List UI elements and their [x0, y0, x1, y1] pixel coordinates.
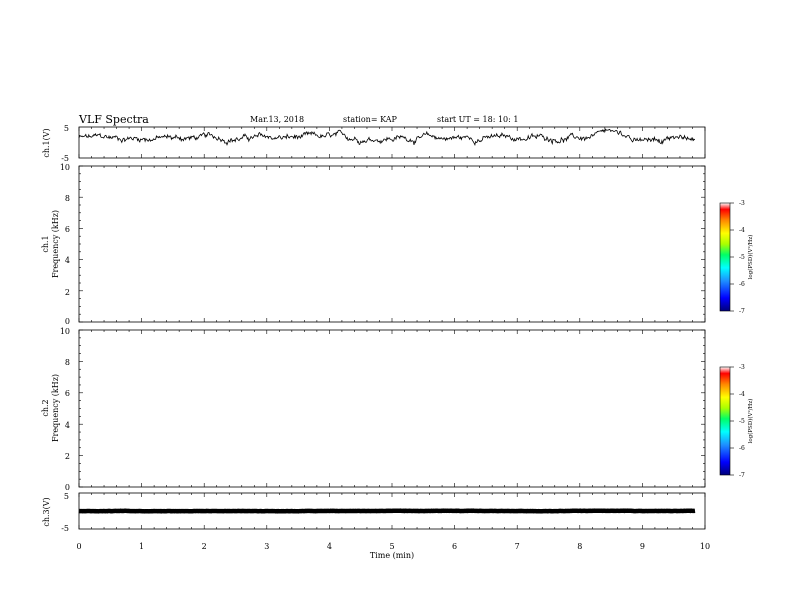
ch1-spectrogram-frame	[78, 165, 706, 323]
colorbar-ch1: -3 -4 -5 -6 -7 log(PSD)(V²/Hz)	[719, 200, 754, 315]
ch1-voltage-ticks	[78, 127, 706, 158]
ch2-spectrogram-ticks	[78, 329, 706, 488]
figure-title: VLF Spectra	[78, 113, 149, 126]
ch1-spectrogram-panel: 0 2 4 6 8 10 ch.1 Frequency (kHz)	[0, 163, 706, 326]
xtick-6: 6	[452, 542, 457, 551]
ch1-frequency-axis-label: Frequency (kHz)	[51, 210, 60, 278]
xtick-0: 0	[76, 542, 81, 551]
cb2-tick-minus5: -5	[739, 418, 745, 425]
ch1-ytick-8: 8	[65, 194, 70, 203]
ch1-voltage-ytick-top: 5	[64, 124, 69, 133]
ch1-voltage-ytick-bottom: -5	[61, 154, 69, 163]
cb1-tick-minus5: -5	[739, 254, 745, 261]
xtick-1: 1	[139, 542, 144, 551]
xtick-7: 7	[515, 542, 520, 551]
ch1-voltage-ylabel: ch.1(V)	[42, 128, 51, 157]
ch1-spectrogram-ticks	[78, 165, 706, 323]
colorbar-ch2-scale	[719, 366, 731, 476]
ch3-voltage-panel: 5 -5 ch.3(V)	[42, 492, 706, 533]
ch1-ytick-0: 0	[65, 317, 70, 326]
ch2-ytick-8: 8	[65, 358, 70, 367]
ch2-ytick-0: 0	[65, 483, 70, 492]
ch2-freq-ticklabels: 0 2 4 6 8 10	[60, 327, 70, 492]
xtick-3: 3	[264, 542, 269, 551]
colorbar-ch1-label: log(PSD)(V²/Hz)	[747, 235, 754, 280]
ch2-spectrogram-frame	[78, 329, 706, 488]
ch2-spectrogram-panel: 0 2 4 6 8 10 ch.2 Frequency (kHz)	[0, 327, 706, 492]
xtick-5: 5	[389, 542, 394, 551]
colorbar-ch1-scale	[719, 202, 731, 312]
xtick-9: 9	[640, 542, 645, 551]
ch2-ytick-2: 2	[65, 452, 70, 461]
ch1-spectrogram-ylabel: ch.1	[41, 235, 50, 252]
xtick-4: 4	[327, 542, 332, 551]
time-axis: 0 1 2 3 4 5 6 7 8 9 10 Time (min)	[76, 542, 710, 560]
ch2-ytick-4: 4	[65, 421, 70, 430]
start-time-label: start UT = 18: 10: 1	[437, 115, 518, 124]
ch3-voltage-ylabel: ch.3(V)	[42, 497, 51, 526]
ch3-voltage-ticks	[78, 493, 706, 529]
ch2-spectrogram-image	[0, 331, 79, 485]
cb1-tick-minus6: -6	[739, 281, 745, 288]
ch1-voltage-trace	[78, 128, 696, 146]
colorbar-ch2: -3 -4 -5 -6 -7 log(PSD)(V²/Hz)	[719, 364, 754, 479]
ch2-frequency-axis-label: Frequency (kHz)	[51, 374, 60, 442]
xtick-8: 8	[577, 542, 582, 551]
ch1-spectrogram-image	[0, 166, 79, 321]
cb2-tick-minus7: -7	[739, 472, 745, 479]
ch2-ytick-10: 10	[60, 327, 70, 336]
ch2-spectrogram-ylabel: ch.2	[41, 399, 50, 416]
ch1-ytick-2: 2	[65, 288, 70, 297]
ch3-voltage-ytick-bottom: -5	[61, 524, 69, 533]
ch1-voltage-panel: 5 -5 ch.1(V)	[42, 124, 706, 163]
cb2-tick-minus3: -3	[739, 364, 745, 371]
station-label: station= KAP	[343, 115, 398, 124]
cb1-tick-minus3: -3	[739, 200, 745, 207]
colorbar-ch2-ticks	[730, 366, 734, 476]
colorbar-ch2-label: log(PSD)(V²/Hz)	[747, 399, 754, 444]
ch1-ytick-6: 6	[65, 225, 70, 234]
time-axis-label: Time (min)	[370, 551, 414, 560]
cb2-tick-minus6: -6	[739, 445, 745, 452]
date-label: Mar.13, 2018	[250, 115, 304, 124]
ch1-freq-ticklabels: 0 2 4 6 8 10	[60, 163, 70, 326]
ch1-ytick-4: 4	[65, 256, 70, 265]
xtick-10: 10	[700, 542, 710, 551]
cb2-tick-minus4: -4	[739, 391, 745, 398]
ch1-ytick-10: 10	[60, 163, 70, 172]
colorbar-ch1-ticks	[730, 202, 734, 312]
ch3-voltage-trace	[78, 508, 696, 514]
ch3-voltage-ytick-top: 5	[64, 492, 69, 501]
cb1-tick-minus4: -4	[739, 227, 745, 234]
ch2-ytick-6: 6	[65, 389, 70, 398]
cb1-tick-minus7: -7	[739, 308, 745, 315]
xtick-2: 2	[202, 542, 207, 551]
